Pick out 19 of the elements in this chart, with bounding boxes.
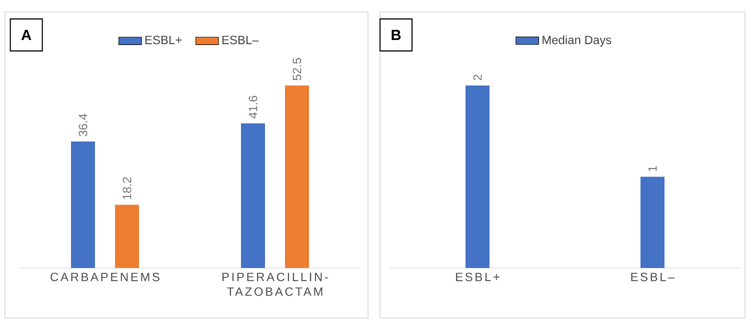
bar bbox=[241, 123, 265, 268]
legend-label: Median Days bbox=[542, 35, 612, 47]
x-tick-label: ESBL+ bbox=[456, 272, 500, 282]
text: A bbox=[21, 30, 32, 40]
data-label: 36.4 bbox=[78, 114, 88, 136]
x-tick-label: CARBAPENEMS bbox=[50, 272, 160, 282]
data-label: 52.5 bbox=[292, 58, 302, 80]
data-label: 18.2 bbox=[122, 177, 132, 200]
legend-label: ESBL– bbox=[222, 36, 259, 44]
text: B bbox=[392, 30, 401, 40]
x-tick-label: PIPERACILLIN-TAZOBACTAM bbox=[222, 272, 328, 296]
x-tick-label: ESBL– bbox=[631, 272, 675, 282]
data-label: 1 bbox=[648, 166, 657, 172]
data-label: 41.6 bbox=[248, 96, 258, 118]
bar bbox=[285, 86, 310, 268]
bar bbox=[71, 141, 96, 268]
bar bbox=[115, 204, 140, 268]
data-label: 2 bbox=[473, 74, 482, 80]
legend-label: ESBL+ bbox=[145, 36, 182, 44]
